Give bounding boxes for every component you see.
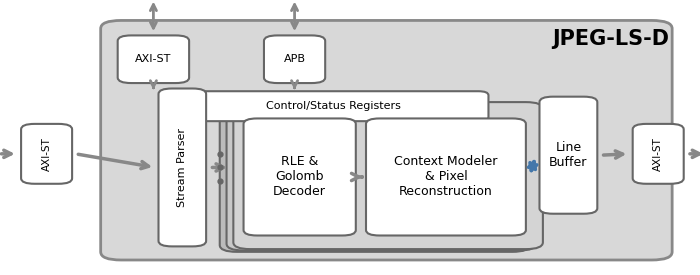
- Text: Context Modeler
& Pixel
Reconstruction: Context Modeler & Pixel Reconstruction: [394, 155, 498, 199]
- Text: AXI-ST: AXI-ST: [653, 137, 663, 171]
- FancyBboxPatch shape: [366, 119, 526, 235]
- FancyBboxPatch shape: [158, 89, 206, 246]
- FancyBboxPatch shape: [179, 91, 489, 121]
- Text: Stream Parser: Stream Parser: [177, 128, 188, 207]
- FancyBboxPatch shape: [220, 105, 529, 252]
- FancyBboxPatch shape: [244, 119, 356, 235]
- Text: Line
Buffer: Line Buffer: [550, 141, 587, 169]
- FancyBboxPatch shape: [264, 35, 326, 83]
- Text: Control/Status Registers: Control/Status Registers: [266, 101, 401, 111]
- FancyBboxPatch shape: [118, 35, 189, 83]
- Text: AXI-ST: AXI-ST: [135, 54, 172, 64]
- FancyBboxPatch shape: [233, 102, 543, 249]
- FancyBboxPatch shape: [101, 20, 672, 260]
- FancyBboxPatch shape: [21, 124, 72, 184]
- Text: APB: APB: [284, 54, 306, 64]
- FancyBboxPatch shape: [633, 124, 684, 184]
- Text: RLE &
Golomb
Decoder: RLE & Golomb Decoder: [273, 155, 326, 199]
- FancyBboxPatch shape: [540, 97, 597, 214]
- Text: AXI-ST: AXI-ST: [41, 137, 52, 171]
- FancyBboxPatch shape: [227, 103, 536, 251]
- Text: JPEG-LS-D: JPEG-LS-D: [552, 29, 668, 49]
